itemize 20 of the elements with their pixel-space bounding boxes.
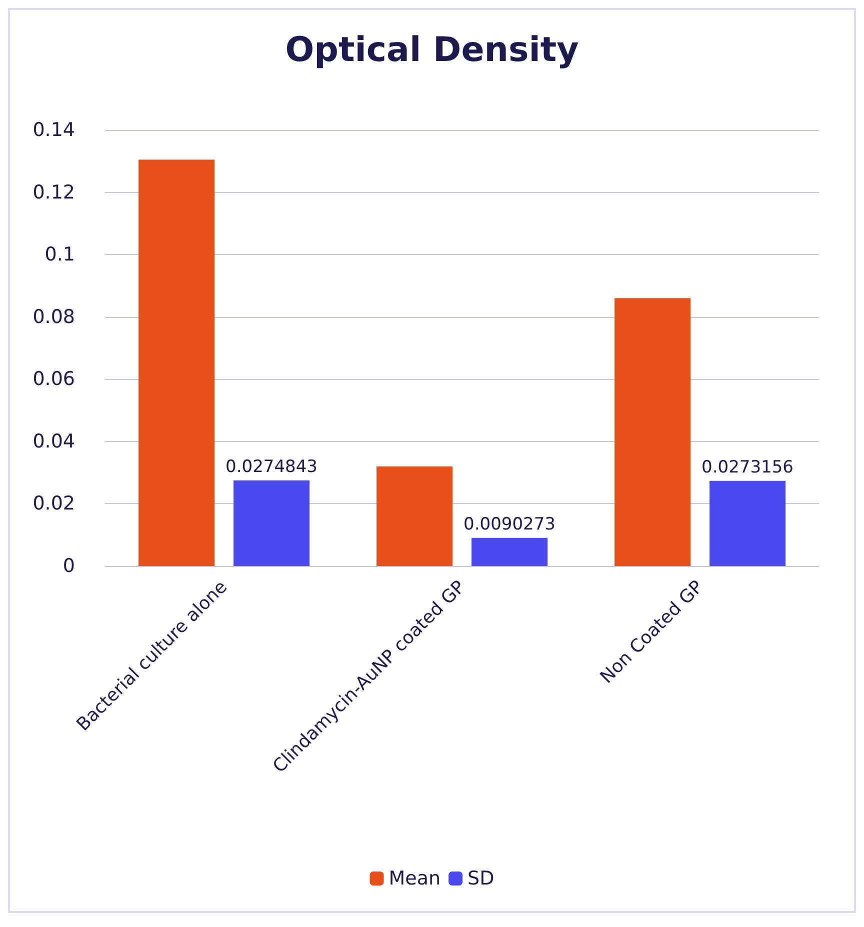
y-tick-label: 0 — [62, 555, 75, 577]
bar — [472, 538, 548, 566]
bar — [710, 480, 786, 566]
bar — [614, 298, 690, 566]
y-tick-label: 0.08 — [32, 306, 75, 328]
bar — [234, 480, 310, 566]
y-tick-label: 0.12 — [32, 181, 75, 204]
data-label: 0.0090273 — [464, 514, 556, 534]
data-label: 0.0273156 — [702, 457, 794, 478]
y-tick-label: 0.02 — [32, 492, 75, 515]
chart-title: Optical Density — [285, 30, 579, 70]
bar — [138, 160, 214, 566]
legend-label: SD — [468, 868, 494, 890]
y-tick-label: 0.14 — [32, 119, 75, 141]
y-tick-label: 0.06 — [32, 368, 75, 390]
y-tick-label: 0.04 — [32, 430, 75, 452]
y-tick-label: 0.1 — [44, 244, 75, 266]
data-label: 0.0274843 — [226, 456, 318, 477]
bar — [376, 466, 452, 566]
legend-label: Mean — [388, 868, 441, 890]
